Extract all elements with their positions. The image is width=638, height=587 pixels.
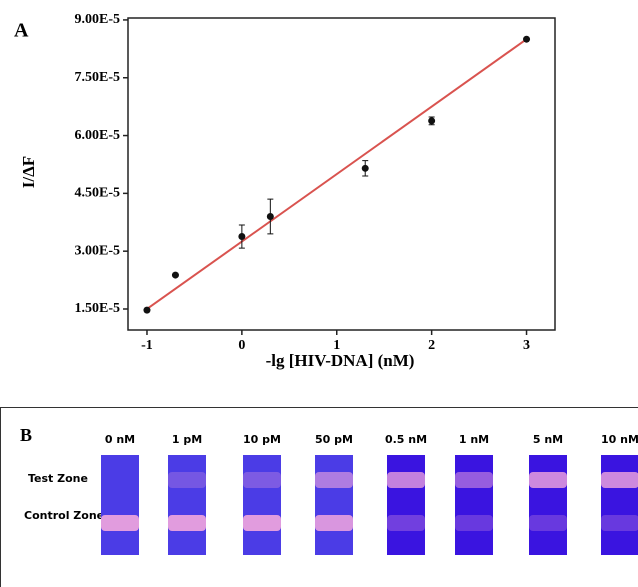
panel-label: A [14,20,29,42]
strip [168,455,206,555]
data-point [171,271,179,279]
y-tick-label: 4.50E-5 [75,186,121,201]
strip-label: 5 nM [533,433,563,446]
strip-band [315,472,353,488]
strip [387,455,425,555]
strip-band [601,515,638,531]
data-point [523,35,531,43]
strip [243,455,281,555]
y-axis-label: I/ΔF [19,156,38,188]
strip-label: 0.5 nM [385,433,427,446]
data-point [238,233,246,241]
strip-band [168,472,206,488]
data-point [143,306,151,314]
strip [455,455,493,555]
fit-line [146,38,528,310]
row-label: Test Zone [28,472,88,485]
strip-band [387,472,425,488]
x-tick-label: -1 [141,338,153,353]
strip-label: 50 pM [315,433,353,446]
x-tick-label: 3 [523,338,530,353]
strip-band [529,515,567,531]
panel-b-frame [0,407,638,587]
strip-label: 0 nM [105,433,135,446]
strip-band [601,472,638,488]
y-tick-label: 6.00E-5 [75,128,121,143]
x-tick-label: 0 [238,338,245,353]
strip [315,455,353,555]
strip-band [243,515,281,531]
row-label: Control Zone [24,509,104,522]
data-point [266,212,274,220]
y-tick-label: 7.50E-5 [75,70,121,85]
panel-label: B [20,425,32,445]
y-tick-label: 1.50E-5 [75,301,121,316]
data-point [428,117,436,125]
strip-band [168,515,206,531]
strip [101,455,139,555]
strip-label: 1 pM [172,433,202,446]
x-tick-label: 2 [428,338,435,353]
data-point [361,164,369,172]
y-tick-label: 9.00E-5 [75,12,121,27]
strip-label: 1 nM [459,433,489,446]
strip-band [455,515,493,531]
x-axis-label: -lg [HIV-DNA] (nM) [266,351,415,370]
strip-label: 10 nM [601,433,638,446]
strip-label: 10 pM [243,433,281,446]
strip-band [243,472,281,488]
x-tick-label: 1 [333,338,340,353]
y-tick-label: 3.00E-5 [75,243,121,258]
strip [601,455,638,555]
strip-band [529,472,567,488]
strip-band [455,472,493,488]
strip-band [387,515,425,531]
strip-band [101,515,139,531]
plot-frame [127,17,556,331]
strip [529,455,567,555]
strip-band [315,515,353,531]
